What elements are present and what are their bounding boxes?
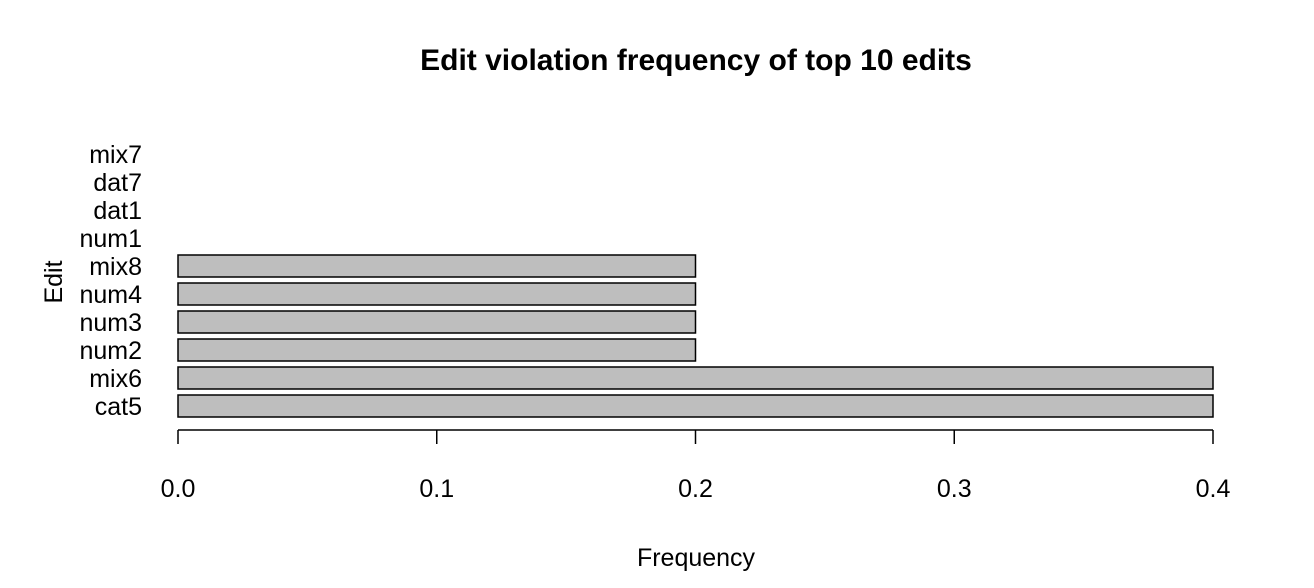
bar-mix8 <box>177 254 697 278</box>
bar-num4 <box>177 282 697 306</box>
x-axis-label: Frequency <box>637 544 756 572</box>
category-label-mix8: mix8 <box>89 253 142 281</box>
category-label-num2: num2 <box>79 337 142 365</box>
category-label-dat7: dat7 <box>93 169 142 197</box>
x-tick-label-0.2: 0.2 <box>678 475 713 503</box>
bar-num2 <box>177 338 697 362</box>
category-label-num1: num1 <box>79 225 142 253</box>
bar-num3 <box>177 310 697 334</box>
category-label-num3: num3 <box>79 309 142 337</box>
category-label-cat5: cat5 <box>95 393 142 421</box>
x-tick-label-0.1: 0.1 <box>419 475 454 503</box>
bar-cat5 <box>177 394 1214 418</box>
category-label-num4: num4 <box>79 281 142 309</box>
x-axis-ticks: 0.0 0.1 0.2 0.3 0.4 <box>161 430 1231 503</box>
bars <box>177 254 1214 418</box>
category-label-dat1: dat1 <box>93 197 142 225</box>
x-tick-label-0.3: 0.3 <box>937 475 972 503</box>
category-label-mix6: mix6 <box>89 365 142 393</box>
category-label-mix7: mix7 <box>89 141 142 169</box>
x-tick-label-0.0: 0.0 <box>161 475 196 503</box>
y-axis-label: Edit <box>40 260 68 303</box>
chart-title: Edit violation frequency of top 10 edits <box>420 44 972 77</box>
bar-mix6 <box>177 366 1214 390</box>
x-tick-label-0.4: 0.4 <box>1196 475 1231 503</box>
